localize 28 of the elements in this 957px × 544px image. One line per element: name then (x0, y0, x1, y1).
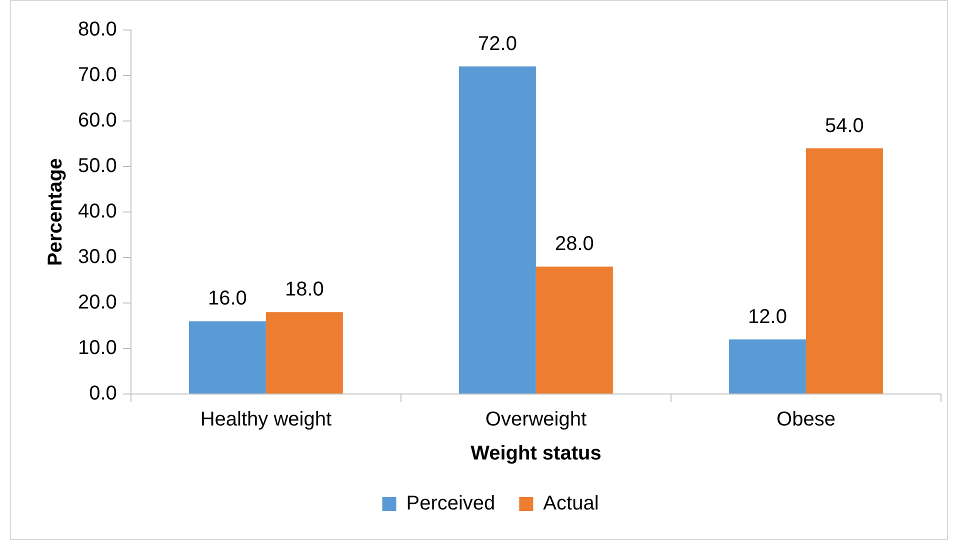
legend-label: Perceived (406, 492, 496, 515)
data-label: 28.0 (554, 233, 594, 256)
y-tick-label: 60.0 (78, 110, 117, 132)
y-axis-title: Percentage (44, 158, 67, 266)
y-tick-label: 20.0 (78, 292, 117, 314)
y-tick-label: 30.0 (78, 246, 117, 268)
data-label: 16.0 (208, 288, 247, 310)
x-tick-label: Obese (776, 408, 836, 431)
bar (806, 148, 883, 394)
y-tick-label: 70.0 (78, 64, 117, 86)
y-tick-label: 50.0 (78, 155, 117, 178)
data-label: 54.0 (824, 114, 864, 137)
bar (459, 66, 536, 394)
bar (729, 339, 806, 394)
bar (188, 321, 266, 394)
y-tick-label: 10.0 (78, 337, 117, 360)
x-tick-label: Healthy weight (200, 408, 332, 431)
data-label: 18.0 (284, 278, 324, 301)
data-label: 12.0 (748, 306, 787, 328)
bar (266, 312, 343, 394)
x-tick-label: Overweight (485, 408, 587, 431)
x-axis-title: Weight status (470, 442, 602, 465)
y-tick-label: 40.0 (78, 200, 117, 223)
bar (536, 266, 613, 394)
data-label: 72.0 (478, 32, 517, 55)
legend-label: Actual (543, 492, 599, 515)
y-tick-label: 0.0 (89, 382, 117, 405)
y-tick-label: 80.0 (78, 18, 117, 41)
